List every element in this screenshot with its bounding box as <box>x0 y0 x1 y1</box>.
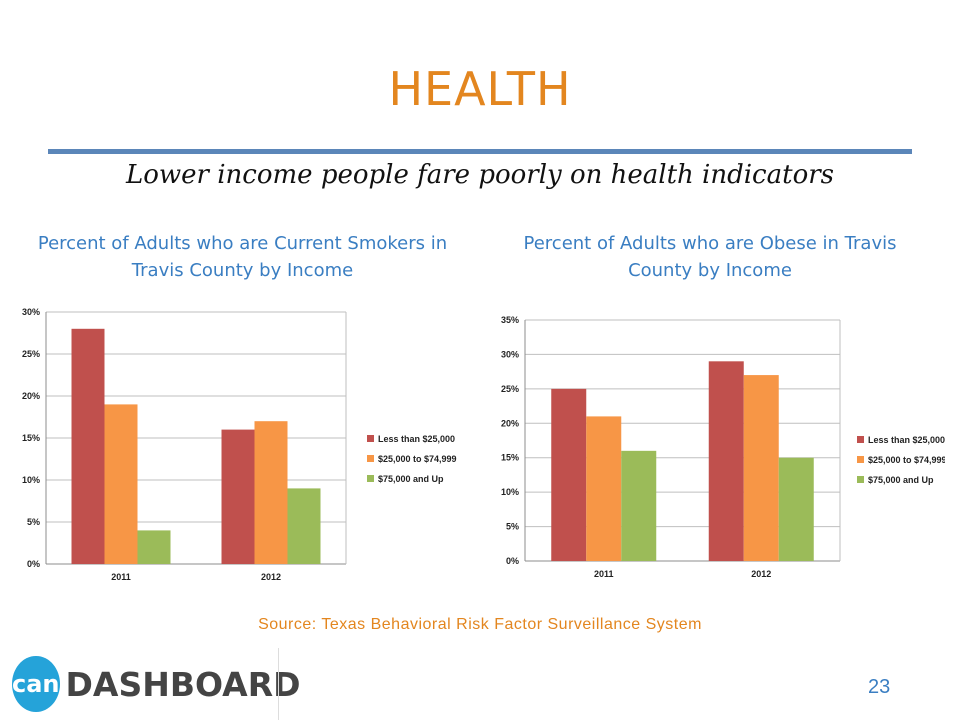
smokers-legend-swatch <box>367 435 374 442</box>
smokers-bar <box>254 421 288 564</box>
obese-legend-swatch <box>857 476 864 483</box>
obese-ytick-label: 5% <box>506 522 519 532</box>
obese-ytick-label: 25% <box>501 384 519 394</box>
smokers-legend-label: $75,000 and Up <box>378 474 444 484</box>
smokers-bar <box>287 488 321 564</box>
smokers-chart-title: Percent of Adults who are Current Smoker… <box>37 233 448 281</box>
source-note: Source: Texas Behavioral Risk Factor Sur… <box>258 616 702 633</box>
page-number: 23 <box>868 676 891 698</box>
logo-circle: can <box>12 656 60 712</box>
obese-legend-label: $25,000 to $74,999 <box>868 455 945 465</box>
smokers-legend-swatch <box>367 455 374 462</box>
obese-bar-chart: 0% 5% 10% 15% 20% 25% 30% 35% 2011 2012 Less than … <box>501 315 945 579</box>
obese-xtick-label: 2011 <box>594 569 614 579</box>
obese-bar <box>708 361 744 561</box>
obese-bar <box>621 450 657 561</box>
smokers-ytick-label: 0% <box>27 559 40 569</box>
smokers-bar-chart: 0% 5% 10% 15% 20% 25% 30% 2011 2012 Less than $25… <box>22 307 457 582</box>
smokers-xtick-label: 2011 <box>111 572 131 582</box>
obese-ytick-label: 35% <box>501 315 519 325</box>
smokers-bar <box>104 404 138 564</box>
obese-ytick-label: 0% <box>506 556 519 566</box>
obese-legend-label: Less than $25,000 <box>868 435 945 445</box>
smokers-ytick-label: 15% <box>22 433 40 443</box>
obese-ytick-label: 15% <box>501 453 519 463</box>
slide-subtitle: Lower income people fare poorly on healt… <box>125 160 834 190</box>
obese-legend-label: $75,000 and Up <box>868 475 934 485</box>
smokers-ytick-label: 30% <box>22 307 40 317</box>
logo-divider <box>278 648 279 720</box>
obese-ytick-label: 30% <box>501 349 519 359</box>
smokers-xtick-label: 2012 <box>261 572 281 582</box>
logo-wordmark: DASHBOARD <box>65 664 301 704</box>
obese-bar <box>778 457 814 561</box>
can-dashboard-logo: can DASHBOARD <box>12 650 301 718</box>
smokers-ytick-label: 10% <box>22 475 40 485</box>
obese-xtick-label: 2012 <box>751 569 771 579</box>
obese-ytick-label: 20% <box>501 418 519 428</box>
obese-bar <box>743 375 779 561</box>
smokers-ytick-label: 20% <box>22 391 40 401</box>
obese-bar <box>586 416 622 561</box>
title-divider <box>48 149 912 154</box>
smokers-legend-label: Less than $25,000 <box>378 434 455 444</box>
smokers-ytick-label: 5% <box>27 517 40 527</box>
smokers-legend-label: $25,000 to $74,999 <box>378 454 457 464</box>
slide-title: HEALTH <box>388 62 572 116</box>
obese-chart-title: Percent of Adults who are Obese in Travi… <box>523 233 897 281</box>
obese-legend-swatch <box>857 456 864 463</box>
smokers-legend-swatch <box>367 475 374 482</box>
smokers-bar <box>71 328 105 564</box>
smokers-bar <box>221 429 255 564</box>
obese-bar <box>551 388 587 561</box>
smokers-bar <box>137 530 171 564</box>
smokers-ytick-label: 25% <box>22 349 40 359</box>
obese-legend-swatch <box>857 436 864 443</box>
obese-ytick-label: 10% <box>501 487 519 497</box>
